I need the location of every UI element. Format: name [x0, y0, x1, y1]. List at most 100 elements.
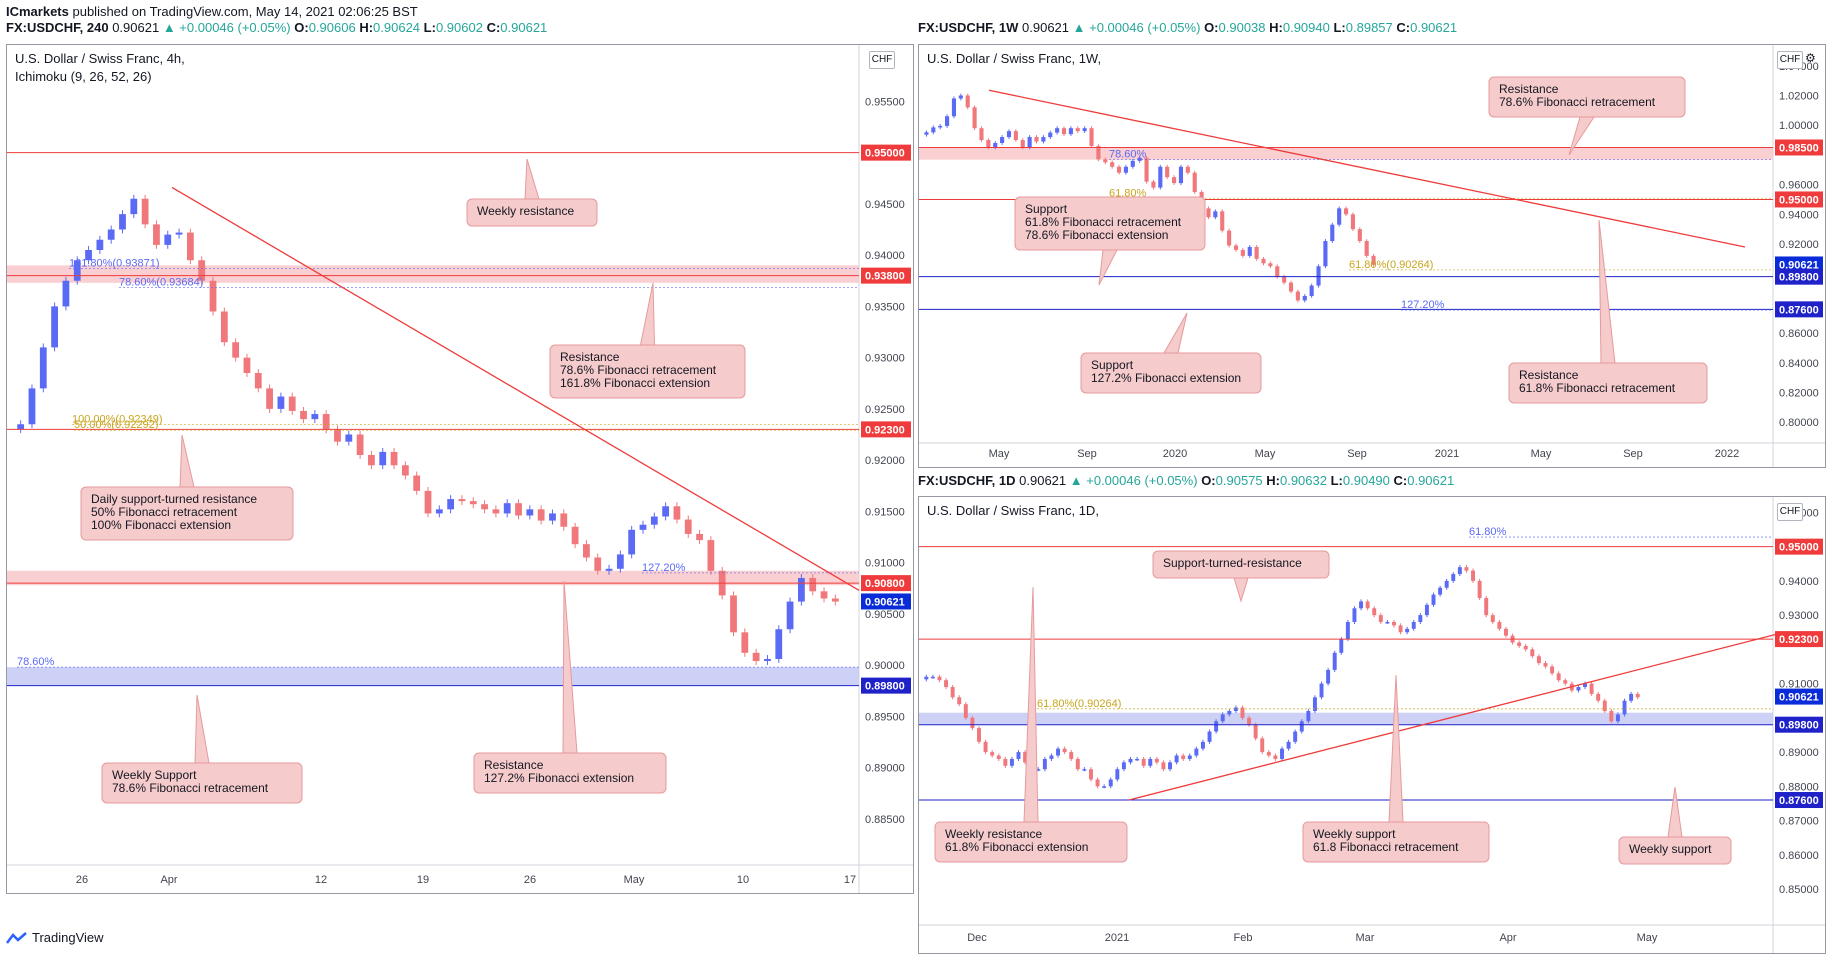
candle-body — [764, 658, 771, 662]
chart-1d-canvas[interactable]: 61.80%61.80%(0.90264)0.960000.940000.930… — [919, 497, 1825, 953]
price-badge-label: 0.95000 — [865, 148, 905, 160]
callout-box — [466, 198, 598, 227]
candle-body — [1451, 574, 1456, 581]
candle-body — [1049, 755, 1054, 759]
candle-body — [1295, 291, 1300, 301]
callout-text: 50% Fibonacci retracement — [91, 505, 238, 519]
candle-body — [1543, 663, 1548, 667]
candle-body — [1240, 707, 1245, 718]
price-badge — [861, 575, 911, 592]
candle-body — [1350, 214, 1355, 230]
x-tick-label: May — [1255, 448, 1276, 460]
candle-body — [786, 601, 794, 630]
price-badge — [1775, 139, 1823, 156]
published-text: published on TradingView.com, May 14, 20… — [68, 4, 418, 19]
candle-body — [1312, 697, 1317, 711]
candle-body — [662, 506, 670, 517]
candle-body — [673, 506, 681, 520]
currency-badge[interactable]: CHF — [1777, 503, 1803, 521]
candle-body — [1048, 132, 1053, 138]
candle-body — [1282, 276, 1287, 283]
candle-body — [1299, 721, 1304, 732]
candle-body — [1095, 779, 1100, 787]
candle-body — [1185, 166, 1190, 173]
x-tick-label: 26 — [76, 874, 88, 886]
callout-text: 61.8% Fibonacci retracement — [1519, 381, 1676, 395]
candle-body — [1034, 137, 1039, 142]
candle-body — [1411, 621, 1416, 629]
candle-body — [1268, 263, 1273, 267]
chart-1w[interactable]: 78.60%61.80%61.80%(0.90264)127.20%1.0400… — [918, 44, 1826, 468]
candle-body — [1233, 245, 1239, 250]
x-tick-label: 10 — [737, 874, 749, 886]
currency-badge[interactable]: CHF — [1777, 51, 1803, 69]
candle-body — [1116, 166, 1122, 173]
price-badge-label: 0.87600 — [1779, 795, 1819, 807]
callout-text: 61.8% Fibonacci retracement — [1025, 215, 1182, 229]
candle-body — [1178, 166, 1184, 184]
candle-body — [288, 396, 296, 411]
callout-pointer — [1388, 674, 1404, 823]
currency-badge[interactable]: CHF — [869, 51, 895, 69]
callout-text: Weekly support — [1629, 842, 1712, 856]
callout-text: 161.8% Fibonacci extension — [560, 376, 710, 390]
gear-icon[interactable]: ⚙ — [1805, 51, 1816, 65]
candle-body — [1027, 137, 1032, 148]
candle-body — [930, 676, 935, 679]
h4-close: 0.90621 — [500, 20, 548, 35]
candle-body — [1319, 683, 1324, 698]
price-zone — [919, 712, 1773, 725]
candle-body — [820, 591, 828, 599]
callout-box — [1618, 836, 1732, 865]
candle-body — [1187, 755, 1192, 759]
x-tick-label: Apr — [160, 874, 177, 886]
candle-body — [1016, 752, 1021, 759]
tradingview-logo[interactable]: TradingView — [6, 930, 104, 945]
candle-body — [963, 704, 968, 718]
y-tick-label: 0.82000 — [1779, 388, 1819, 400]
candle-body — [970, 717, 975, 729]
h4-symbol: FX:USDCHF, 240 — [6, 20, 109, 35]
callout-text: Support — [1091, 358, 1134, 372]
x-tick-label: Mar — [1356, 932, 1375, 944]
candle-body — [1339, 639, 1344, 653]
candle-body — [1003, 758, 1008, 766]
price-zone — [7, 667, 859, 686]
w1-last-price: 0.90621 — [1022, 20, 1070, 35]
x-tick-label: May — [624, 874, 645, 886]
chart-4h-canvas[interactable]: 161.80%(0.93871) 78.60%(0.93684) 100.00%(0… — [7, 45, 913, 893]
trendline — [171, 186, 860, 591]
fib-label: 61.80%(0.90264) — [1037, 698, 1121, 710]
candle-body — [1371, 255, 1376, 265]
indicator-label: Ichimoku (9, 26, 52, 26) — [15, 69, 152, 84]
candle-body — [1233, 707, 1238, 711]
callout-pointer — [1598, 219, 1616, 364]
candle-body — [96, 239, 104, 250]
chart-title: U.S. Dollar / Swiss Franc, 1D, — [927, 503, 1099, 518]
y-tick-label: 0.94000 — [1779, 209, 1819, 221]
candle-body — [1337, 208, 1342, 225]
callout-text: 127.2% Fibonacci extension — [484, 771, 634, 785]
fib-label: 61.80% — [1469, 526, 1507, 538]
candle-body — [650, 516, 658, 525]
y-tick-label: 0.91000 — [865, 558, 905, 570]
candle-body — [1168, 762, 1172, 770]
callout-box — [549, 344, 746, 399]
candle-body — [1061, 128, 1067, 135]
candle-body — [1055, 128, 1060, 133]
callout-text: Resistance — [1519, 368, 1579, 382]
w1-ohlc-header: FX:USDCHF, 1W 0.90621 ▲ +0.00046 (+0.05%… — [918, 20, 1458, 35]
candle-body — [1418, 615, 1423, 622]
candle-body — [958, 95, 963, 99]
candle-body — [1273, 755, 1278, 759]
h4-low: 0.90602 — [435, 20, 483, 35]
candle-body — [1392, 621, 1396, 626]
candle-body — [1609, 711, 1614, 722]
chart-1w-canvas[interactable]: 78.60%61.80%61.80%(0.90264)127.20%1.0400… — [919, 45, 1825, 467]
chart-1d[interactable]: 61.80%61.80%(0.90264)0.960000.940000.930… — [918, 496, 1826, 954]
candle-body — [1563, 680, 1568, 684]
chart-4h[interactable]: 161.80%(0.93871) 78.60%(0.93684) 100.00%(0… — [6, 44, 914, 894]
candle-body — [1326, 669, 1331, 684]
y-tick-label: 0.91000 — [1779, 679, 1819, 691]
y-tick-label: 0.95500 — [865, 96, 905, 108]
